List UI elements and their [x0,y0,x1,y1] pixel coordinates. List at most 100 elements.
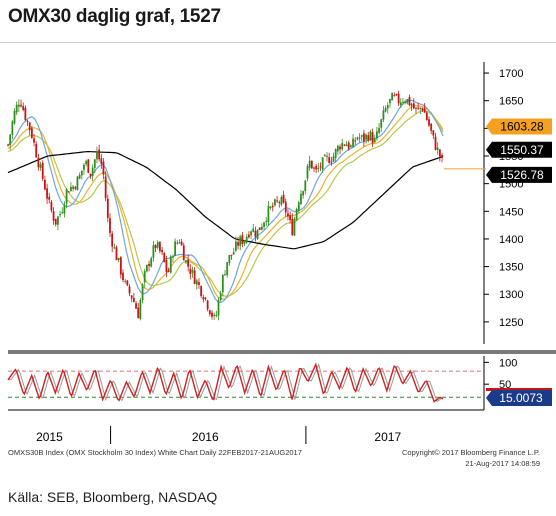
price-tick-label: 1300 [499,289,523,301]
candle-body [339,146,341,150]
candle-body [232,252,235,255]
candle-body [187,259,190,267]
candle-body [52,211,55,221]
candle-body [221,275,224,293]
candle-body [274,199,276,206]
candle-body [336,145,339,152]
candle-body [145,264,148,272]
candle-body [61,212,64,214]
candle-body [310,160,313,169]
candle-body [17,104,20,107]
candle-body [313,167,315,169]
candle-body [65,189,68,204]
candle-body [176,242,179,244]
bloomberg-caption-right-1: Copyright© 2017 Bloomberg Finance L.P. [402,448,540,457]
candle-body [343,144,346,146]
candle-body [263,222,265,227]
candle-body [297,202,300,211]
candle-body [76,176,79,191]
price-tick-label: 1650 [499,96,523,108]
candle-body [7,144,9,146]
candle-body [287,213,289,217]
stochastic-line [7,362,444,403]
candle-body [341,142,344,150]
candle-body [252,228,255,232]
candle-body [234,241,237,251]
candle-body [161,250,163,253]
candle-body [100,158,103,164]
candle-body [217,300,220,316]
moving-average-200-line [7,150,444,250]
candle-body [26,120,29,122]
candle-body [395,93,398,95]
candle-body [302,191,305,196]
candle-body [230,254,233,256]
candle-body [111,233,114,247]
candle-body [198,282,200,285]
candle-body [54,218,57,225]
candle-body [143,271,146,283]
candle-body [85,161,88,165]
candle-body [219,293,222,301]
candle-body [132,297,135,302]
candle-body [128,286,131,294]
candle-body [376,131,378,139]
price-badge-label: 1603.28 [500,120,544,134]
candle-body [369,131,372,141]
candle-body [180,241,183,246]
candle-body [46,188,48,199]
candle-body [389,98,391,104]
candle-body [247,234,250,238]
candle-body [349,145,352,147]
candle-body [126,280,129,286]
candle-body [382,110,385,120]
stochastic-badge: 15.0073 [486,388,552,406]
candle-body [165,260,168,272]
candle-body [89,173,92,176]
candle-body [326,155,328,157]
candle-body [282,194,285,203]
candle-body [224,274,226,276]
candle-body [241,235,244,245]
candle-body [48,197,51,200]
source-footnote: Källa: SEB, Bloomberg, NASDAQ [8,489,218,505]
candle-body [393,95,396,97]
candle-body [354,140,357,142]
candle-body [83,164,85,170]
candle-body [22,106,25,110]
candle-body [72,186,75,189]
candle-body [152,245,155,258]
candle-body [356,137,359,140]
candle-body [256,229,259,239]
candle-body [269,206,272,208]
candle-body [63,205,66,214]
candle-body [345,144,348,147]
price-chart: 1250130013501400145015001550160016501700… [7,62,556,468]
candle-body [41,162,44,179]
candle-body [113,247,116,249]
price-badge-black: 1550.37 [486,141,552,158]
candle-body [202,297,205,300]
candle-body [213,314,216,317]
candle-body [308,160,311,168]
price-badge-label: 1526.78 [500,168,544,182]
candle-body [87,159,90,173]
candle-body [280,196,283,205]
candle-body [306,166,309,179]
candle-body [332,156,335,162]
candle-body [28,122,31,131]
candle-body [430,123,433,131]
candle-body [237,242,239,246]
candle-body [139,299,142,320]
candle-body [115,247,118,261]
candle-body [408,97,411,106]
candle-body [423,108,426,113]
stochastic-badge-label: 15.0073 [499,391,543,405]
candle-body [293,218,296,236]
candle-body [425,112,428,120]
candle-body [215,315,218,317]
candle-body [291,218,294,236]
candle-body [245,236,248,243]
candle-body [102,161,105,175]
stochastic-tick-label: 100 [499,357,517,369]
